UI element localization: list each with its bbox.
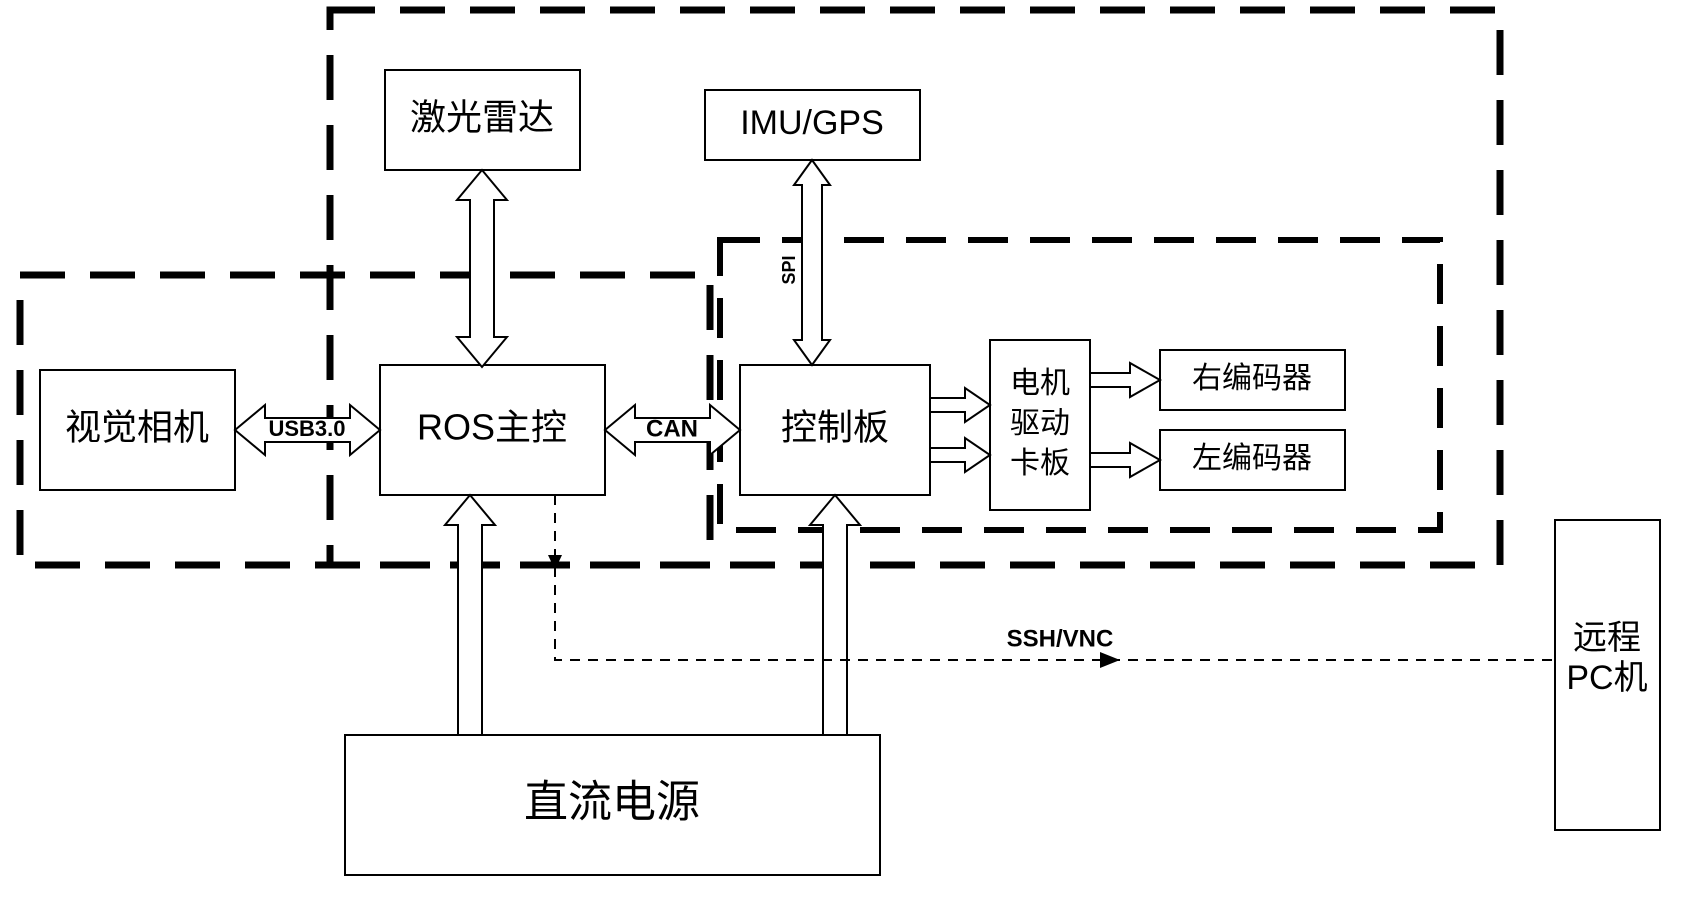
svg-text:右编码器: 右编码器: [1192, 362, 1312, 395]
node-encoder-right: 右编码器: [1160, 350, 1345, 410]
edge-motor-enc-right: [1090, 363, 1160, 397]
edge-ros-remote: SSH/VNC: [548, 495, 1555, 668]
node-control-board: 控制板: [740, 365, 930, 495]
node-encoder-left: 左编码器: [1160, 430, 1345, 490]
node-remote-pc: 远程 PC机: [1555, 520, 1660, 830]
svg-text:USB3.0: USB3.0: [268, 416, 345, 441]
svg-text:CAN: CAN: [646, 415, 698, 442]
node-motor-driver: 电机 驱动 卡板: [990, 340, 1090, 510]
svg-text:直流电源: 直流电源: [524, 778, 700, 827]
node-imu: IMU/GPS: [705, 90, 920, 160]
edge-imu-ctrl: SPI: [779, 160, 830, 365]
edge-motor-enc-left: [1090, 443, 1160, 477]
edge-ctrl-motor-top: [930, 388, 990, 422]
svg-text:IMU/GPS: IMU/GPS: [740, 104, 884, 142]
svg-text:驱动: 驱动: [1010, 407, 1070, 440]
edge-ros-ctrl: CAN: [605, 405, 740, 455]
svg-text:PC机: PC机: [1566, 659, 1647, 697]
node-lidar: 激光雷达: [385, 70, 580, 170]
edge-ctrl-motor-bottom: [930, 438, 990, 472]
edge-power-ros: [445, 495, 495, 735]
node-ros: ROS主控: [380, 365, 605, 495]
edge-lidar-ros: [457, 170, 507, 367]
svg-text:电机: 电机: [1010, 367, 1070, 400]
node-camera: 视觉相机: [40, 370, 235, 490]
svg-text:远程: 远程: [1573, 619, 1641, 657]
svg-text:控制板: 控制板: [781, 407, 889, 448]
svg-text:卡板: 卡板: [1010, 447, 1070, 480]
svg-text:ROS主控: ROS主控: [417, 407, 567, 448]
node-power: 直流电源: [345, 735, 880, 875]
svg-text:视觉相机: 视觉相机: [65, 407, 209, 448]
svg-text:SSH/VNC: SSH/VNC: [1007, 625, 1114, 652]
svg-text:激光雷达: 激光雷达: [410, 97, 554, 138]
svg-text:左编码器: 左编码器: [1192, 442, 1312, 475]
edge-camera-ros: USB3.0: [235, 405, 380, 455]
svg-text:SPI: SPI: [779, 255, 799, 284]
